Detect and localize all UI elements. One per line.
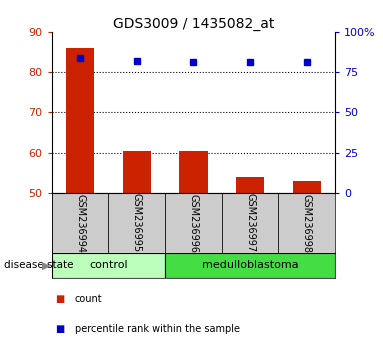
Text: ■: ■ xyxy=(56,294,65,304)
Text: count: count xyxy=(75,294,102,304)
Title: GDS3009 / 1435082_at: GDS3009 / 1435082_at xyxy=(113,17,274,31)
Text: GSM236995: GSM236995 xyxy=(132,193,142,253)
Text: disease state: disease state xyxy=(4,261,73,270)
Text: GSM236998: GSM236998 xyxy=(302,194,312,252)
Bar xyxy=(52,193,108,253)
Bar xyxy=(52,253,165,278)
Bar xyxy=(293,181,321,193)
Bar xyxy=(179,151,208,193)
Bar xyxy=(165,253,335,278)
Text: ■: ■ xyxy=(56,324,65,334)
Text: GSM236994: GSM236994 xyxy=(75,194,85,252)
Bar xyxy=(278,193,335,253)
Text: control: control xyxy=(89,261,128,270)
Bar xyxy=(165,193,222,253)
Text: GSM236996: GSM236996 xyxy=(188,194,198,252)
Bar xyxy=(222,193,278,253)
Bar xyxy=(123,152,151,193)
Text: GSM236997: GSM236997 xyxy=(245,193,255,253)
Bar xyxy=(236,177,264,193)
Bar xyxy=(66,48,94,193)
Text: medulloblastoma: medulloblastoma xyxy=(202,261,298,270)
Bar xyxy=(108,193,165,253)
Text: percentile rank within the sample: percentile rank within the sample xyxy=(75,324,240,334)
Text: ▶: ▶ xyxy=(42,261,51,270)
